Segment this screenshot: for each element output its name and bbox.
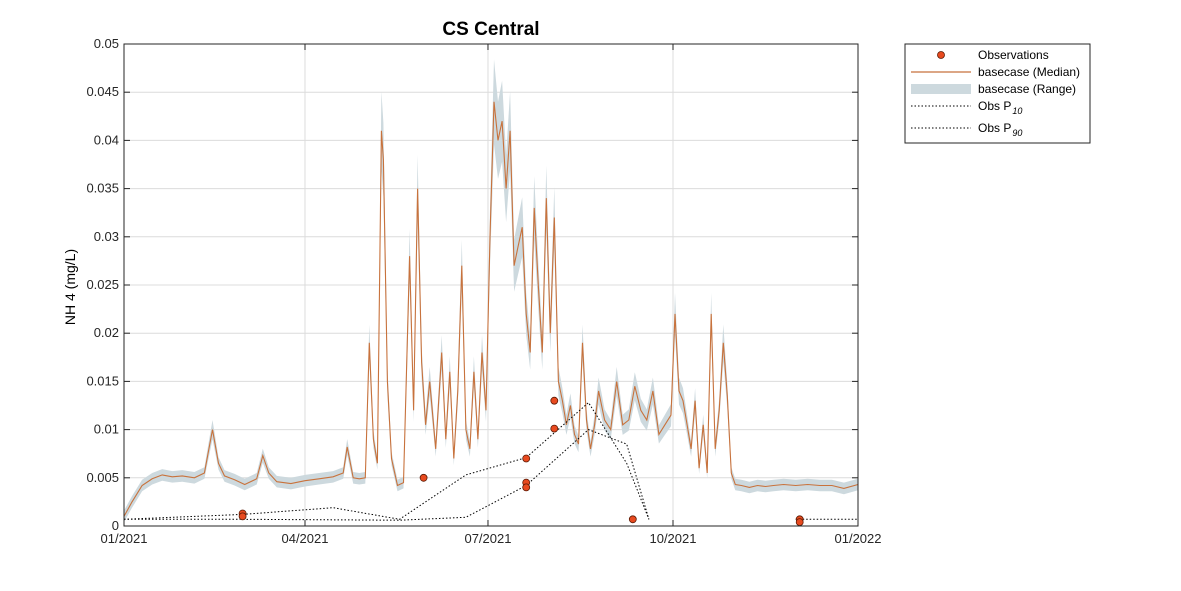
y-tick-label: 0.02 (94, 325, 119, 340)
range-patch-icon (911, 84, 971, 94)
chart-title: CS Central (442, 19, 539, 40)
legend-p10-sub: 10 (1012, 106, 1022, 116)
legend-label-p10: Obs P10 (978, 99, 1022, 116)
percentile-line-2 (124, 429, 650, 521)
y-tick-label: 0.025 (86, 277, 119, 292)
x-tick-label: 07/2021 (464, 531, 511, 546)
legend-item-p90: Obs P90 (911, 121, 1022, 138)
range-band-area (124, 59, 858, 523)
legend-p90-main: Obs P (978, 121, 1011, 135)
legend-item-median: basecase (Median) (911, 65, 1080, 79)
y-tick-label: 0.015 (86, 373, 119, 388)
x-axis-ticks: 01/2021 04/2021 07/2021 10/2021 01/2022 (101, 44, 882, 546)
legend-item-range: basecase (Range) (911, 82, 1076, 96)
y-tick-label: 0.035 (86, 181, 119, 196)
legend-item-p10: Obs P10 (911, 99, 1022, 116)
legend-label-median: basecase (Median) (978, 65, 1080, 79)
legend-label-observations: Observations (978, 48, 1049, 62)
y-axis-ticks: 0 0.005 0.01 0.015 0.02 0.025 0.03 0.035 0.04 0.0… (86, 36, 858, 533)
y-tick-label: 0.01 (94, 422, 119, 437)
legend-label-range: basecase (Range) (978, 82, 1076, 96)
observation-point (550, 396, 559, 405)
percentile-line-1 (123, 401, 650, 520)
x-tick-label: 04/2021 (281, 531, 328, 546)
y-tick-label: 0.04 (94, 132, 119, 147)
x-tick-label: 10/2021 (649, 531, 696, 546)
observation-point (522, 454, 531, 463)
observation-point (550, 424, 559, 433)
y-tick-label: 0.005 (86, 470, 119, 485)
median-line (123, 101, 859, 517)
legend: Observations basecase (Median) basecase … (904, 43, 1091, 144)
observation-point (628, 515, 637, 524)
y-tick-label: 0.03 (94, 229, 119, 244)
grid-lines (124, 44, 858, 526)
x-tick-label: 01/2021 (101, 531, 148, 546)
observation-points (238, 396, 804, 526)
y-tick-label: 0.05 (94, 36, 119, 51)
legend-p10-main: Obs P (978, 99, 1011, 113)
series-lines (123, 101, 859, 521)
observation-point (419, 473, 428, 482)
y-tick-label: 0 (112, 518, 119, 533)
y-tick-label: 0.045 (86, 84, 119, 99)
legend-label-p90: Obs P90 (978, 121, 1022, 138)
observation-point (522, 483, 531, 492)
observation-point (238, 512, 247, 521)
observation-point (795, 518, 804, 526)
legend-item-observations: Observations (937, 48, 1049, 62)
y-axis-label: NH 4 (mg/L) (62, 249, 78, 325)
legend-p90-sub: 90 (1012, 128, 1022, 138)
observation-marker-icon (937, 51, 945, 59)
x-tick-label: 01/2022 (835, 531, 882, 546)
range-band (124, 59, 858, 523)
